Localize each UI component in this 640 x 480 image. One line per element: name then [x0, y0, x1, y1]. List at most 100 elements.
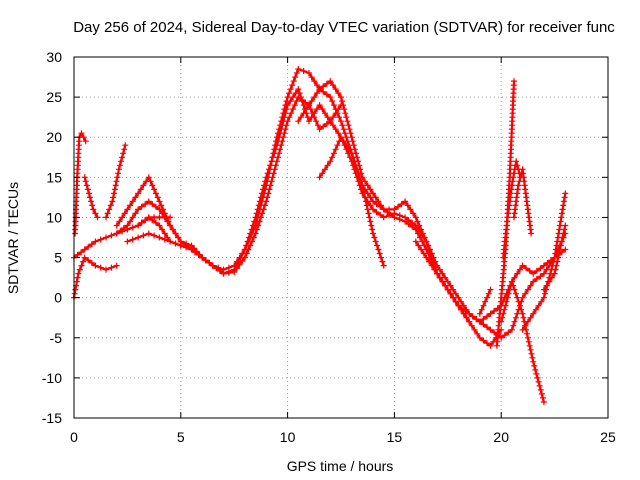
- data-point: [145, 214, 152, 221]
- marker-fill: [250, 226, 257, 233]
- y-tick-label: -15: [42, 410, 62, 426]
- marker-fill: [172, 240, 179, 247]
- data-point: [135, 190, 142, 197]
- data-point: [145, 198, 152, 205]
- chart-title: Day 256 of 2024, Sidereal Day-to-day VTE…: [73, 19, 615, 36]
- marker-fill: [511, 170, 517, 177]
- marker-fill: [510, 174, 517, 181]
- marker-fill: [560, 198, 567, 205]
- marker-fill: [72, 286, 79, 293]
- marker-fill: [196, 251, 203, 258]
- marker-fill: [340, 138, 347, 145]
- marker-fill: [88, 198, 95, 205]
- marker-fill: [537, 386, 544, 393]
- marker-fill: [350, 142, 357, 149]
- marker-fill: [351, 158, 358, 165]
- marker-fill: [275, 130, 281, 137]
- marker-fill: [142, 201, 149, 208]
- marker-fill: [149, 182, 156, 189]
- marker-fill: [282, 102, 289, 109]
- marker-fill: [558, 214, 565, 221]
- marker-fill: [526, 342, 533, 349]
- marker-fill: [206, 259, 213, 266]
- data-point: [263, 182, 270, 189]
- data-point: [528, 230, 535, 237]
- marker-fill: [503, 298, 510, 305]
- marker-fill: [300, 110, 307, 117]
- data-point: [124, 238, 131, 245]
- data-point: [295, 86, 302, 93]
- marker-fill: [281, 106, 288, 113]
- marker-fill: [354, 166, 360, 173]
- marker-fill: [426, 246, 433, 253]
- marker-fill: [378, 254, 384, 261]
- marker-fill: [480, 321, 487, 328]
- data-point: [487, 342, 494, 349]
- marker-fill: [313, 118, 320, 125]
- marker-fill: [118, 158, 124, 165]
- data-point: [530, 310, 537, 317]
- marker-fill: [127, 202, 134, 209]
- series-trace-7: [113, 66, 505, 349]
- marker-fill: [332, 110, 339, 117]
- marker-fill: [249, 230, 255, 237]
- marker-fill: [300, 68, 307, 74]
- marker-fill: [111, 190, 118, 197]
- data-point: [80, 134, 87, 141]
- marker-fill: [532, 366, 539, 373]
- marker-fill: [265, 170, 272, 177]
- marker-fill: [88, 241, 95, 248]
- marker-fill: [555, 254, 562, 261]
- marker-fill: [431, 266, 438, 273]
- marker-fill: [512, 290, 519, 297]
- marker-fill: [202, 257, 209, 264]
- marker-fill: [511, 274, 518, 281]
- marker-fill: [418, 246, 425, 253]
- marker-fill: [471, 326, 478, 333]
- marker-fill: [458, 298, 465, 305]
- marker-fill: [267, 162, 274, 169]
- marker-fill: [83, 182, 90, 189]
- marker-fill: [329, 154, 336, 161]
- marker-fill: [319, 170, 326, 177]
- data-point: [86, 190, 92, 197]
- marker-fill: [504, 294, 511, 301]
- marker-fill: [478, 306, 485, 313]
- marker-fill: [292, 74, 299, 81]
- x-tick-label: 20: [493, 429, 509, 445]
- marker-fill: [159, 226, 166, 233]
- marker-fill: [259, 198, 265, 205]
- marker-fill: [537, 265, 544, 272]
- marker-fill: [409, 223, 416, 230]
- marker-fill: [536, 382, 543, 389]
- marker-fill: [396, 216, 403, 223]
- marker-fill: [253, 218, 260, 225]
- marker-fill: [78, 249, 85, 256]
- marker-fill: [140, 182, 147, 189]
- marker-fill: [522, 290, 529, 297]
- data-point: [444, 278, 451, 285]
- data-point: [338, 102, 344, 109]
- y-tick-label: -5: [50, 330, 63, 346]
- marker-fill: [558, 210, 565, 217]
- marker-fill: [501, 332, 508, 339]
- x-tick-label: 10: [280, 429, 296, 445]
- marker-fill: [529, 354, 536, 361]
- marker-fill: [556, 222, 563, 229]
- marker-fill: [511, 318, 518, 325]
- data-point: [540, 294, 547, 301]
- data-layer: [71, 66, 569, 405]
- data-point: [327, 94, 334, 101]
- series-trace-16: [498, 278, 547, 405]
- marker-fill: [364, 206, 371, 213]
- marker-fill: [387, 211, 394, 218]
- data-point: [391, 206, 398, 213]
- marker-fill: [561, 226, 568, 233]
- marker-fill: [419, 230, 426, 237]
- marker-fill: [340, 126, 347, 133]
- marker-fill: [522, 322, 529, 329]
- data-point: [316, 86, 323, 93]
- data-point: [338, 94, 344, 101]
- data-point: [519, 310, 526, 317]
- data-point: [156, 198, 163, 205]
